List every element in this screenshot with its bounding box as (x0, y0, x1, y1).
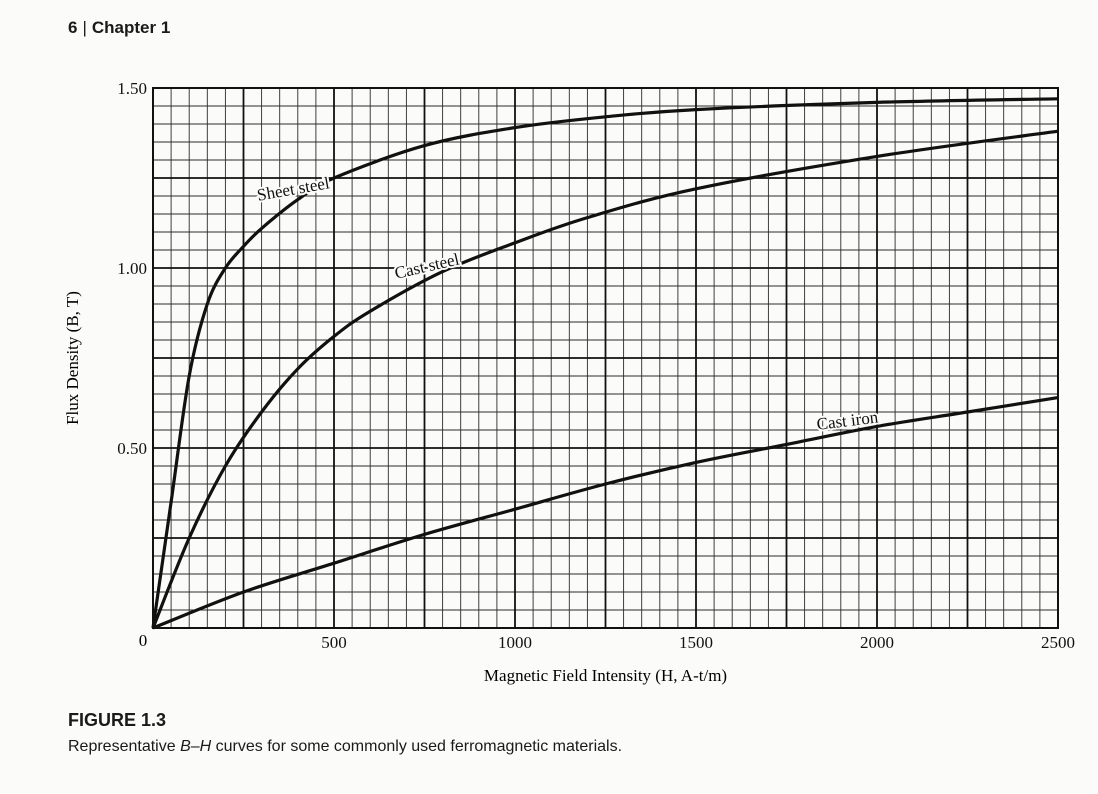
grid-major (152, 87, 1059, 629)
caption-rest: curves for some commonly used ferromagne… (211, 738, 623, 755)
origin-tick-label: 0 (139, 631, 148, 650)
page-number: 6 (68, 18, 78, 37)
y-axis-title: Flux Density (B, T) (63, 291, 82, 425)
x-tick-label: 2500 (1041, 633, 1075, 652)
caption-dash: – (190, 738, 200, 755)
curve-cast-steel (151, 129, 1059, 629)
x-tick-label: 1000 (498, 633, 532, 652)
x-tick-label: 500 (321, 633, 347, 652)
x-tick-label: 2000 (860, 633, 894, 652)
x-axis-title: Magnetic Field Intensity (H, A-t/m) (484, 666, 727, 685)
chapter-title: Chapter 1 (91, 18, 171, 37)
caption-h: H (199, 738, 212, 755)
y-tick-label: 0.50 (117, 439, 147, 458)
figure-label: FIGURE 1.3 (68, 710, 167, 730)
curve-sheet-steel (151, 97, 1059, 629)
plot-frame (152, 87, 1059, 629)
y-tick-label: 1.00 (117, 259, 147, 278)
header-separator: | (82, 18, 87, 37)
figure-caption: Representative B–H curves for some commo… (68, 738, 622, 756)
page-header: 6 | Chapter 1 (68, 18, 170, 38)
caption-b: B (180, 738, 191, 755)
curve-cast-iron (152, 396, 1059, 630)
caption-prefix: Representative (68, 738, 181, 755)
x-tick-labels: 500 1000 1500 2000 2500 (321, 633, 1075, 652)
x-tick-label: 1500 (679, 633, 713, 652)
y-tick-label: 1.50 (117, 79, 147, 98)
y-tick-labels: 0.50 1.00 1.50 (117, 79, 147, 458)
curves (151, 97, 1059, 630)
